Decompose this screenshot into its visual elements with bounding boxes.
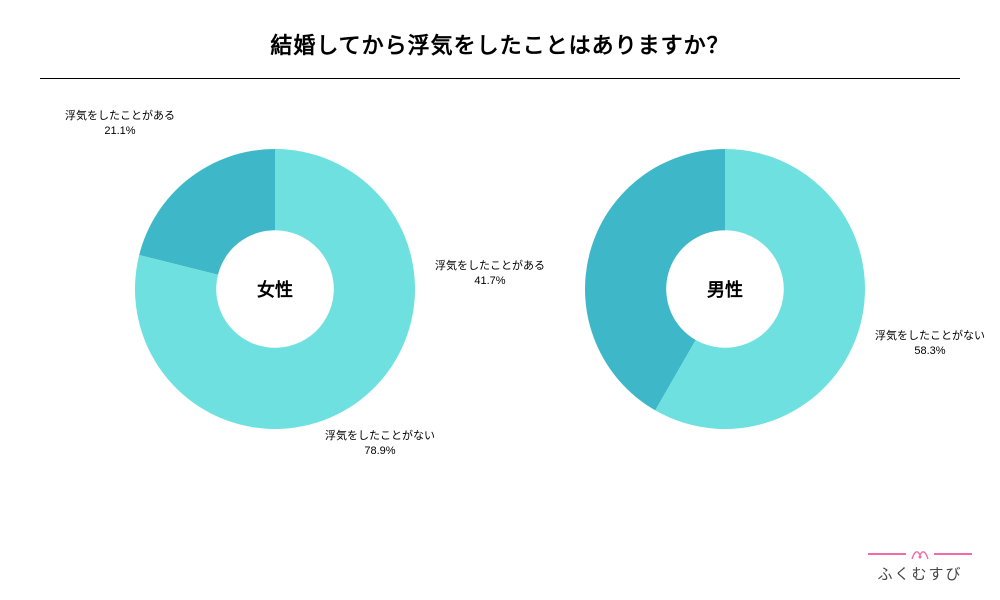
logo-line-right (934, 553, 972, 555)
logo-decoration (868, 547, 972, 561)
donut-chart-male: 男性 浮気をしたことがある 41.7% 浮気をしたことがない 58.3% (585, 149, 865, 429)
chart-center-label: 男性 (707, 276, 743, 302)
slice-label: 浮気をしたことがない 58.3% (875, 329, 985, 360)
logo-text: ふくむすび (868, 563, 972, 584)
knot-icon (910, 547, 930, 561)
page-title: 結婚してから浮気をしたことはありますか？ (0, 28, 1000, 60)
slice-label: 浮気をしたことがある 41.7% (435, 259, 545, 290)
slice-label: 浮気をしたことがある 21.1% (65, 109, 175, 140)
title-divider (40, 78, 960, 79)
brand-logo: ふくむすび (868, 547, 972, 584)
logo-line-left (868, 553, 906, 555)
slice-label: 浮気をしたことがない 78.9% (325, 429, 435, 460)
charts-container: 女性 浮気をしたことがある 21.1% 浮気をしたことがない 78.9% 男性 … (0, 149, 1000, 429)
donut-chart-female: 女性 浮気をしたことがある 21.1% 浮気をしたことがない 78.9% (135, 149, 415, 429)
chart-center-label: 女性 (257, 276, 293, 302)
